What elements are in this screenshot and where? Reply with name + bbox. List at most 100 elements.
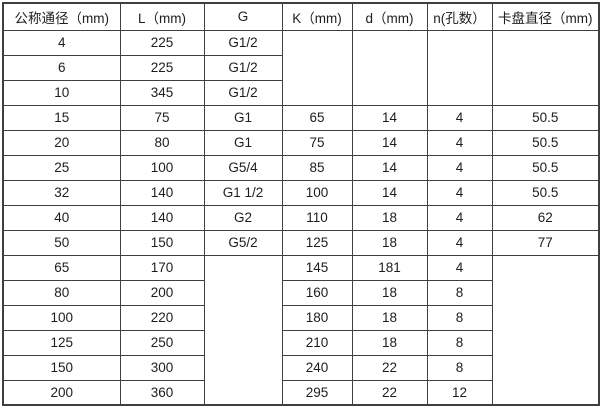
table-cell: 10 bbox=[2, 79, 121, 106]
table-cell: 210 bbox=[281, 329, 353, 356]
table-cell: 75 bbox=[281, 129, 353, 156]
table-cell: 14 bbox=[351, 129, 428, 156]
table-cell: 225 bbox=[119, 54, 205, 81]
table-cell bbox=[491, 254, 600, 406]
table-cell: 150 bbox=[119, 229, 205, 256]
table-cell: 18 bbox=[351, 329, 428, 356]
table-cell: 150 bbox=[2, 354, 121, 381]
table-cell: 125 bbox=[2, 329, 121, 356]
table-cell: 12 bbox=[426, 379, 493, 406]
column-header: L（mm) bbox=[119, 2, 205, 31]
table-cell: G1 bbox=[203, 129, 283, 156]
table-cell: G1 bbox=[203, 104, 283, 131]
table-cell: 18 bbox=[351, 204, 428, 231]
table-cell: 140 bbox=[119, 179, 205, 206]
table-cell bbox=[426, 29, 493, 106]
table-cell: 85 bbox=[281, 154, 353, 181]
column-header: 公称通径（mm) bbox=[2, 2, 121, 31]
table-cell: 14 bbox=[351, 179, 428, 206]
table-cell: 180 bbox=[281, 304, 353, 331]
table-cell: 8 bbox=[426, 304, 493, 331]
table-cell: 300 bbox=[119, 354, 205, 381]
table-cell: G1 1/2 bbox=[203, 179, 283, 206]
table-cell: 200 bbox=[119, 279, 205, 306]
table-cell: 100 bbox=[119, 154, 205, 181]
table-row: 20 80 G1 75 14 4 50.5 bbox=[2, 129, 600, 156]
table-cell: 25 bbox=[2, 154, 121, 181]
table-cell: 80 bbox=[2, 279, 121, 306]
table-cell: 360 bbox=[119, 379, 205, 406]
table-cell: 170 bbox=[119, 254, 205, 281]
table-cell: 18 bbox=[351, 229, 428, 256]
table-cell: 160 bbox=[281, 279, 353, 306]
table-cell: 4 bbox=[426, 154, 493, 181]
table-cell: 65 bbox=[281, 104, 353, 131]
table-cell: 4 bbox=[426, 204, 493, 231]
table-cell: 40 bbox=[2, 204, 121, 231]
table-cell: 75 bbox=[119, 104, 205, 131]
table-cell: 200 bbox=[2, 379, 121, 406]
table-cell: 4 bbox=[2, 29, 121, 56]
column-header: 卡盘直径（mm) bbox=[491, 2, 600, 31]
table-row: 32 140 G1 1/2 100 14 4 50.5 bbox=[2, 179, 600, 206]
table-cell: 22 bbox=[351, 354, 428, 381]
table-cell: 4 bbox=[426, 129, 493, 156]
column-header: d（mm) bbox=[351, 2, 428, 31]
table-row: 50 150 G5/2 125 18 4 77 bbox=[2, 229, 600, 256]
table-body: 4 225 G1/2 6 225 G1/2 10 345 G1/2 15 75 G1 65 14 4 50.5… bbox=[2, 29, 600, 406]
table-cell: 20 bbox=[2, 129, 121, 156]
table-cell: 18 bbox=[351, 279, 428, 306]
table-cell: 50.5 bbox=[491, 104, 600, 131]
table-cell: 50 bbox=[2, 229, 121, 256]
table-cell: 240 bbox=[281, 354, 353, 381]
table-cell: 50.5 bbox=[491, 154, 600, 181]
table-cell bbox=[351, 29, 428, 106]
table-cell: 295 bbox=[281, 379, 353, 406]
table-cell: 8 bbox=[426, 354, 493, 381]
column-header: n(孔数） bbox=[426, 2, 493, 31]
table-cell: G5/2 bbox=[203, 229, 283, 256]
table-cell: 32 bbox=[2, 179, 121, 206]
table-cell: 22 bbox=[351, 379, 428, 406]
table-row: 200 360 295 22 12 bbox=[2, 379, 599, 406]
table-cell: 4 bbox=[426, 229, 493, 256]
table-cell: 110 bbox=[281, 204, 353, 231]
table-cell bbox=[281, 29, 353, 106]
table-cell: G1/2 bbox=[203, 79, 283, 106]
header-row: 公称通径（mm) L（mm) G K（mm) d（mm) n(孔数） 卡盘直径（mm) bbox=[2, 2, 600, 31]
table-cell: G1/2 bbox=[203, 29, 283, 56]
table-row: 6 225 G1/2 bbox=[2, 54, 599, 81]
table-cell: 6 bbox=[2, 54, 121, 81]
table-cell: 4 bbox=[426, 179, 493, 206]
column-header: G bbox=[203, 2, 283, 31]
table-cell: 250 bbox=[119, 329, 205, 356]
table-row: 25 100 G5/4 85 14 4 50.5 bbox=[2, 154, 600, 181]
table-cell: 100 bbox=[2, 304, 121, 331]
table-row: 65 170 145 181 4 bbox=[2, 254, 600, 406]
table-row: 4 225 G1/2 bbox=[2, 29, 600, 106]
table-cell bbox=[203, 254, 283, 406]
table-cell: 345 bbox=[119, 79, 205, 106]
table-row: 150 300 240 22 8 bbox=[2, 354, 599, 381]
table-row: 15 75 G1 65 14 4 50.5 bbox=[2, 104, 600, 131]
table-cell: 14 bbox=[351, 104, 428, 131]
table-cell: 62 bbox=[491, 204, 600, 231]
table-cell: 14 bbox=[351, 154, 428, 181]
table-row: 80 200 160 18 8 bbox=[2, 279, 599, 306]
column-header: K（mm) bbox=[281, 2, 353, 31]
table-cell: 80 bbox=[119, 129, 205, 156]
table-cell: 18 bbox=[351, 304, 428, 331]
table-cell: 4 bbox=[426, 254, 493, 281]
table-cell: 225 bbox=[119, 29, 205, 56]
table-cell: 50.5 bbox=[491, 129, 600, 156]
table-row: 125 250 210 18 8 bbox=[2, 329, 599, 356]
table-cell: G5/4 bbox=[203, 154, 283, 181]
table-cell bbox=[491, 29, 600, 106]
table-cell: 77 bbox=[491, 229, 600, 256]
table-cell: 8 bbox=[426, 279, 493, 306]
table-cell: 181 bbox=[351, 254, 428, 281]
table-cell: 15 bbox=[2, 104, 121, 131]
table-cell: G1/2 bbox=[203, 54, 283, 81]
